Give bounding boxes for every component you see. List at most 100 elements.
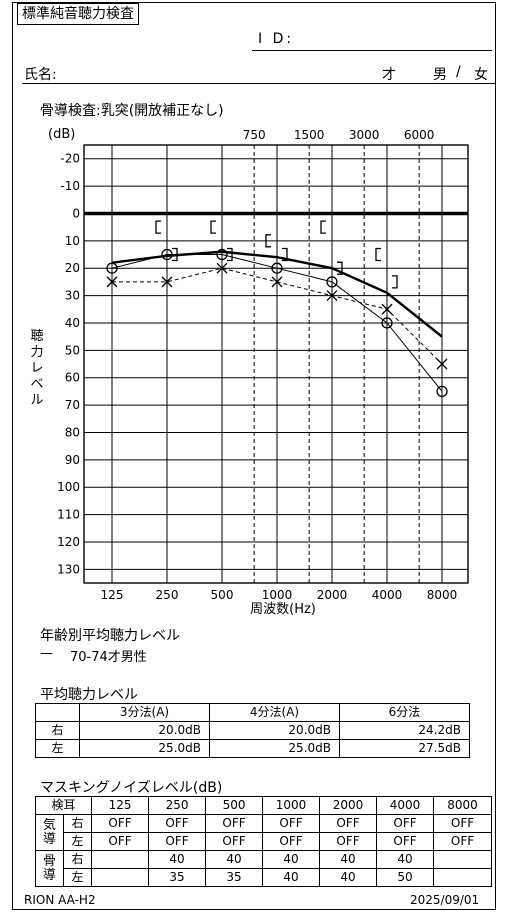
average-value: 20.0dB <box>209 721 340 740</box>
air-conduction-label: 気導 <box>35 814 64 851</box>
frequency-header: 8000 <box>433 796 493 815</box>
x-tick-label: 8000 <box>427 588 458 602</box>
age-reference-legend-label: 70-74才男性 <box>70 650 147 665</box>
average-header-cell: 4分法(A) <box>209 703 340 722</box>
series-line-none <box>111 250 443 338</box>
average-value: 25.0dB <box>209 739 340 758</box>
y-tick-label: 90 <box>65 453 80 467</box>
masking-table-title: マスキングノイズレベル(dB) <box>40 780 223 796</box>
frequency-header: 125 <box>91 796 150 815</box>
masking-value: 40 <box>148 850 207 869</box>
masking-value: 40 <box>262 868 321 887</box>
interoctave-label: 750 <box>243 128 266 142</box>
masking-value: OFF <box>319 814 378 833</box>
marker-circle <box>106 262 118 274</box>
y-unit-label: (dB) <box>48 127 75 142</box>
marker-bracket-right <box>172 247 178 262</box>
name-label: 氏名: <box>24 67 57 83</box>
row-label-left: 左 <box>62 832 93 851</box>
masking-value: 35 <box>205 868 264 887</box>
average-value: 24.2dB <box>339 721 470 740</box>
table-row: 左 OFF OFF OFF OFF OFF OFF OFF <box>36 832 493 851</box>
marker-circle <box>161 248 173 261</box>
masking-value: OFF <box>319 832 378 851</box>
marker-circle <box>216 248 228 261</box>
masking-value: 40 <box>319 850 378 869</box>
masking-table: 検耳 125 250 500 1000 2000 4000 8000 気導 右 OFF OFF… <box>34 796 493 887</box>
y-tick-label: 120 <box>57 535 80 549</box>
interoctave-label: 3000 <box>349 128 380 142</box>
table-row: 気導 右 OFF OFF OFF OFF OFF OFF OFF <box>35 814 493 851</box>
chart-title: 骨導検査:乳突(開放補正なし) <box>40 103 224 119</box>
marker-bracket-left <box>210 220 216 234</box>
masking-value: OFF <box>91 832 150 851</box>
masking-value: 50 <box>376 868 435 887</box>
y-tick-label: 0 <box>72 206 80 220</box>
masking-value: OFF <box>148 832 207 851</box>
y-tick-label: 130 <box>57 562 80 576</box>
row-label-left: 左 <box>62 868 93 887</box>
marker-bracket-right <box>337 261 343 275</box>
masking-value: OFF <box>262 814 321 833</box>
masking-value: OFF <box>376 832 435 851</box>
masking-value: 40 <box>376 850 435 869</box>
masking-value: OFF <box>148 814 207 833</box>
row-label-left: 左 <box>35 739 80 758</box>
marker-cross <box>271 276 283 288</box>
average-table-title: 平均聴力レベル <box>40 687 138 703</box>
marker-cross <box>161 276 173 288</box>
form-frame <box>12 2 496 910</box>
frequency-header: 500 <box>205 796 264 815</box>
masking-value: OFF <box>376 814 435 833</box>
id-underline <box>252 50 492 51</box>
masking-value: OFF <box>205 814 264 833</box>
average-table-header: 3分法(A) 4分法(A) 6分法 <box>35 703 470 722</box>
x-axis-label: 周波数(Hz) <box>250 602 316 617</box>
average-header-cell: 6分法 <box>339 703 470 722</box>
marker-circle <box>436 385 448 398</box>
y-axis-label: 聴力レベル <box>30 329 43 408</box>
average-header-cell <box>35 703 80 722</box>
table-row: 左 25.0dB 25.0dB 27.5dB <box>35 739 470 758</box>
row-label-right: 右 <box>35 721 80 740</box>
sex-male: 男 <box>433 67 447 83</box>
table-row: 右 20.0dB 20.0dB 24.2dB <box>35 721 470 740</box>
age-reference-legend-symbol: — <box>40 646 53 661</box>
y-tick-label: -20 <box>60 152 80 166</box>
masking-table-header: 検耳 125 250 500 1000 2000 4000 8000 <box>34 796 493 815</box>
y-tick-label: 110 <box>57 508 80 522</box>
masking-value: 35 <box>148 868 207 887</box>
name-underline <box>22 83 496 84</box>
row-label-right: 右 <box>62 814 93 833</box>
id-label: I D: <box>258 31 295 47</box>
y-tick-label: 40 <box>65 316 80 330</box>
average-value: 27.5dB <box>339 739 470 758</box>
marker-bracket-right <box>392 275 398 289</box>
y-tick-label: 10 <box>65 234 80 248</box>
y-tick-label: 80 <box>65 425 80 439</box>
table-row: 骨導 右 40 40 40 40 40 <box>35 850 493 887</box>
masking-value: 40 <box>262 850 321 869</box>
y-tick-label: 60 <box>65 371 80 385</box>
frequency-header: 250 <box>148 796 207 815</box>
masking-value: OFF <box>433 832 493 851</box>
form-title: 標準純音聴力検査 <box>17 3 139 25</box>
marker-bracket-left <box>155 220 161 234</box>
series-line-circle <box>111 254 443 392</box>
frequency-header: 4000 <box>376 796 435 815</box>
marker-bracket-left <box>375 247 381 262</box>
marker-bracket-right <box>227 247 233 262</box>
ear-header: 検耳 <box>34 796 93 815</box>
frequency-header: 2000 <box>319 796 378 815</box>
masking-value: 40 <box>205 850 264 869</box>
masking-value <box>91 868 150 887</box>
x-tick-label: 500 <box>211 588 234 602</box>
x-tick-label: 1000 <box>262 588 293 602</box>
test-date: 2025/09/01 <box>410 893 480 907</box>
marker-bracket-left <box>320 220 326 234</box>
y-tick-label: -10 <box>60 179 80 193</box>
frequency-header: 1000 <box>262 796 321 815</box>
average-header-cell: 3分法(A) <box>79 703 210 722</box>
age-reference-title: 年齢別平均聴力レベル <box>40 628 180 644</box>
marker-cross <box>381 303 393 315</box>
